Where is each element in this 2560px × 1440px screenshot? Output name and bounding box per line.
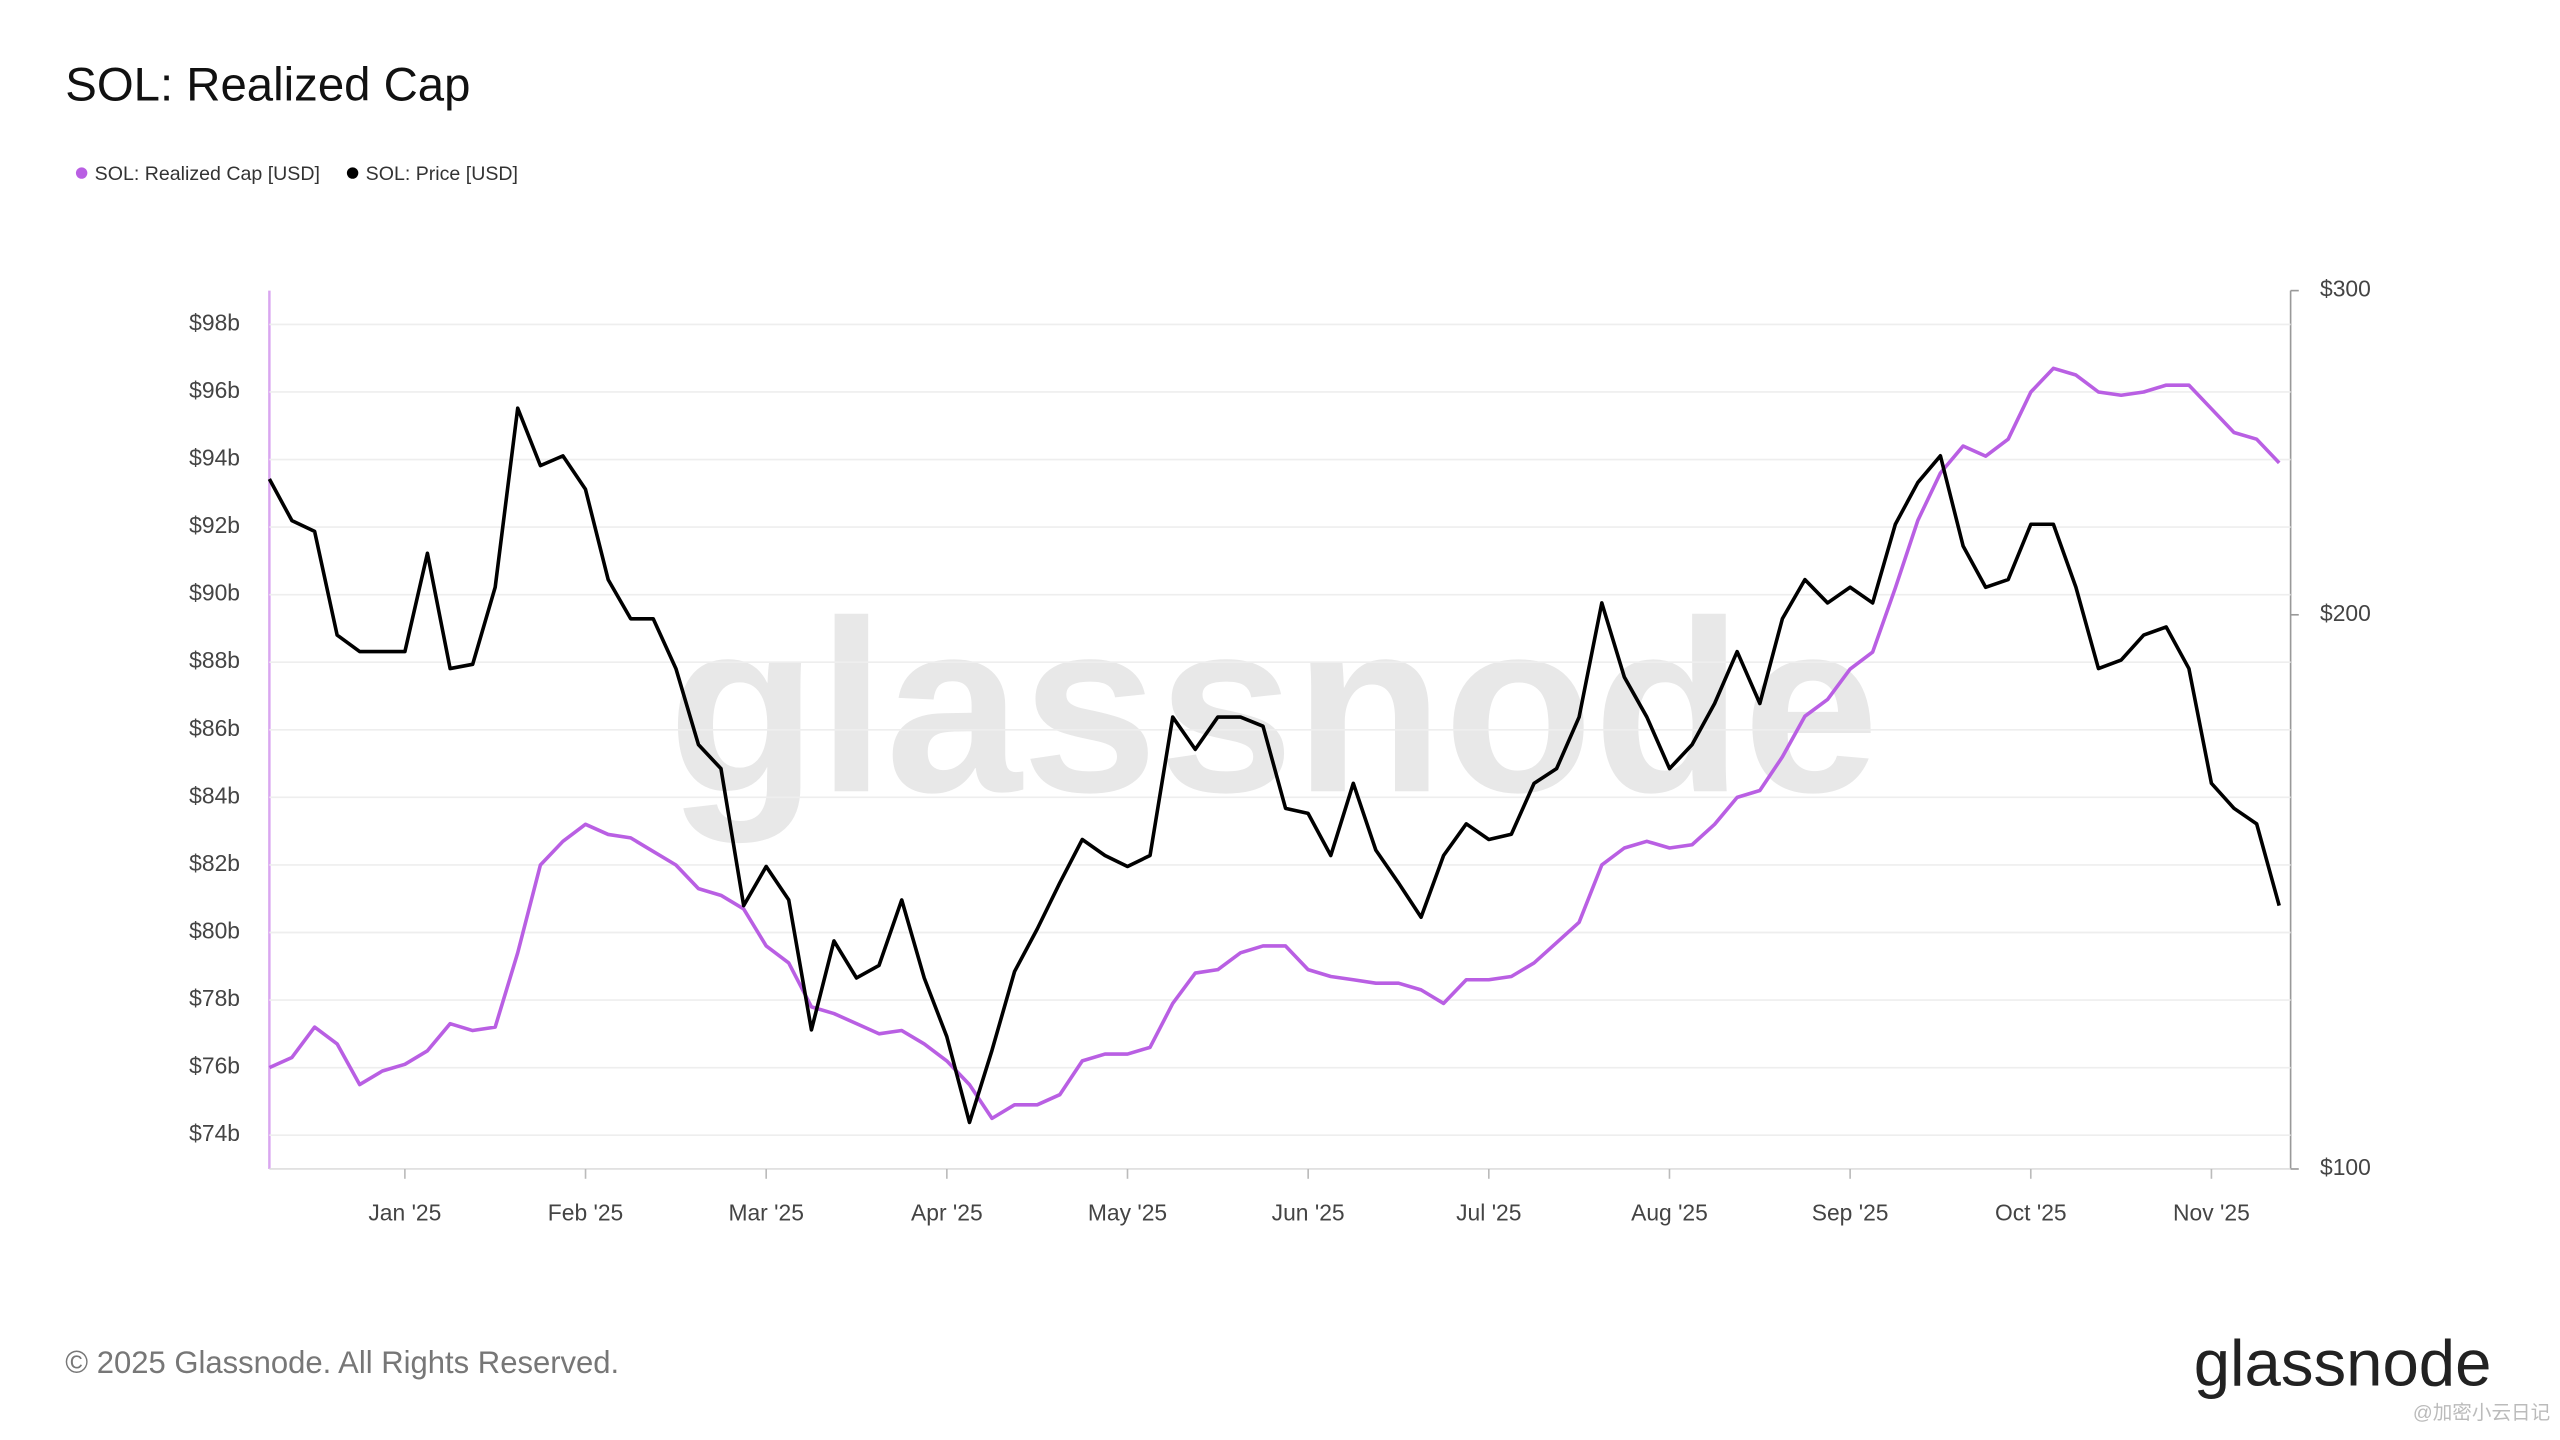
x-tick-label: Feb '25 (548, 1200, 623, 1226)
x-tick-label: Jun '25 (1272, 1200, 1345, 1226)
x-tick-label: Mar '25 (728, 1200, 803, 1226)
series-line (267, 406, 2281, 1125)
x-tick-label: May '25 (1088, 1200, 1167, 1226)
x-tick-label: Jan '25 (368, 1200, 441, 1226)
y-tick-label: $92b (189, 512, 240, 538)
chart-title: SOL: Realized Cap (65, 59, 470, 112)
y-tick-label: $86b (189, 715, 240, 741)
x-tick-label: Oct '25 (1995, 1200, 2067, 1226)
y-tick-label: $76b (189, 1053, 240, 1079)
y-tick-label: $98b (189, 309, 240, 335)
y-tick-label: $80b (189, 918, 240, 944)
overlay-text: @加密小云日记 (2413, 1402, 2550, 1424)
y2-tick-label: $100 (2320, 1154, 2371, 1180)
y-tick-label: $90b (189, 580, 240, 606)
y2-tick-label: $200 (2320, 600, 2371, 626)
legend-label: SOL: Realized Cap [USD] (95, 163, 320, 185)
y-tick-label: $94b (189, 445, 240, 471)
watermark: glassnode (668, 569, 1879, 843)
y2-tick-label: $300 (2320, 276, 2371, 302)
legend-label: SOL: Price [USD] (366, 163, 518, 185)
y-tick-label: $96b (189, 377, 240, 403)
legend-marker (75, 167, 88, 179)
x-tick-label: Jul '25 (1456, 1200, 1521, 1226)
y-tick-label: $84b (189, 782, 240, 808)
brand-logo: glassnode (2194, 1326, 2492, 1399)
y-tick-label: $74b (189, 1120, 240, 1146)
y-tick-label: $78b (189, 985, 240, 1011)
y-tick-label: $88b (189, 647, 240, 673)
legend-marker (346, 167, 359, 179)
y-tick-label: $82b (189, 850, 240, 876)
footer: © 2025 Glassnode. All Rights Reserved. (65, 1345, 619, 1380)
x-tick-label: Nov '25 (2173, 1200, 2250, 1226)
x-tick-label: Apr '25 (911, 1200, 983, 1226)
x-tick-label: Aug '25 (1631, 1200, 1708, 1226)
x-tick-label: Sep '25 (1812, 1200, 1889, 1226)
